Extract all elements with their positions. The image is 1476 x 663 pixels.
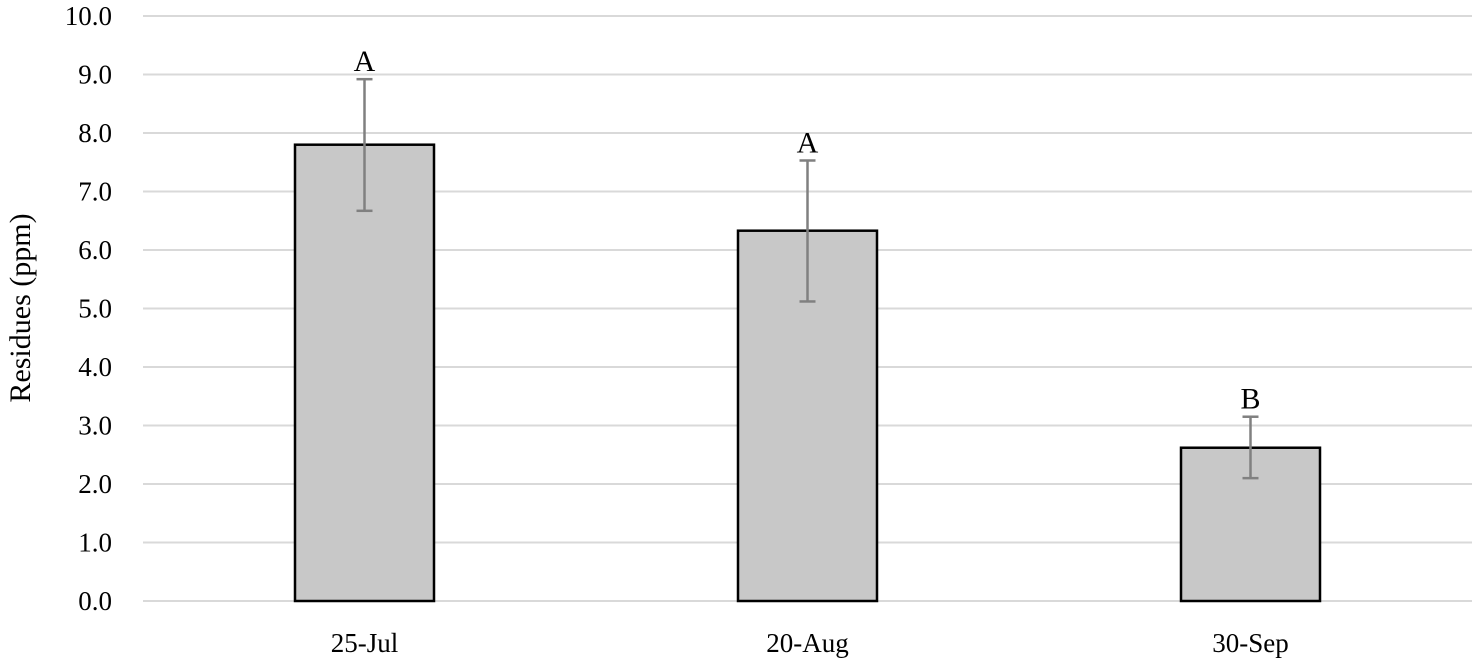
y-tick-label: 0.0 <box>78 586 112 616</box>
error-bars <box>356 77 1259 480</box>
significance-label: A <box>797 126 819 159</box>
y-tick-label: 7.0 <box>78 177 112 207</box>
y-axis-ticks: 0.0 1.0 2.0 3.0 4.0 5.0 6.0 7.0 8.0 9.0 10.0 <box>65 1 112 616</box>
bar <box>293 143 436 603</box>
y-tick-label: 1.0 <box>78 528 112 558</box>
x-tick-label: 20-Aug <box>766 628 849 658</box>
y-tick-label: 6.0 <box>78 235 112 265</box>
y-tick-label: 9.0 <box>78 60 112 90</box>
y-tick-label: 4.0 <box>78 352 112 382</box>
significance-labels: A A B <box>354 45 1261 416</box>
y-axis-title: Residues (ppm) <box>4 213 37 402</box>
y-tick-label: 3.0 <box>78 411 112 441</box>
significance-label: B <box>1240 383 1260 416</box>
x-axis-ticks: 25-Jul 20-Aug 30-Sep <box>331 628 1289 658</box>
x-tick-label: 25-Jul <box>331 628 399 658</box>
y-tick-label: 5.0 <box>78 294 112 324</box>
y-tick-label: 8.0 <box>78 118 112 148</box>
x-tick-label: 30-Sep <box>1212 628 1289 658</box>
y-tick-label: 10.0 <box>65 1 112 31</box>
significance-label: A <box>354 45 376 78</box>
y-tick-label: 2.0 <box>78 469 112 499</box>
